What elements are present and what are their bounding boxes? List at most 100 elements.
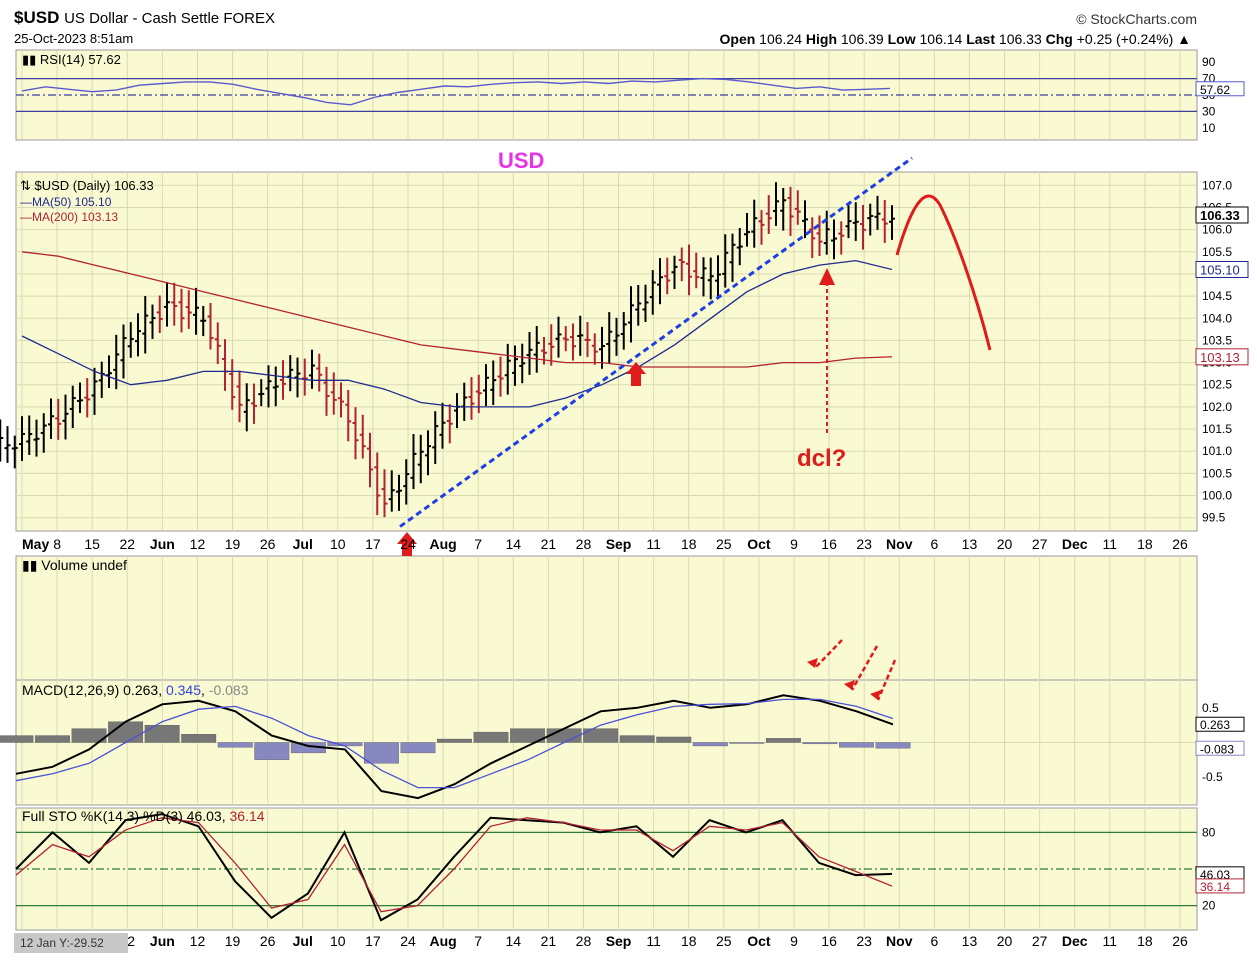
ohlc-bar [722, 234, 729, 288]
ohlc-bar [200, 305, 207, 337]
ohlc-bar [628, 286, 634, 343]
price-xtick: 18 [681, 536, 697, 552]
ohlc-bar [591, 333, 598, 365]
rsi-tick: 90 [1202, 55, 1216, 69]
ohlc-bar [889, 205, 895, 240]
ohlc-bar [809, 217, 816, 259]
price-xtick: 20 [997, 536, 1013, 552]
ohlc-bar [432, 411, 439, 465]
price-xtick: 14 [505, 536, 521, 552]
price-tick: 106.0 [1202, 223, 1232, 237]
sto-xtick: 12 [190, 933, 206, 949]
ohlc-bar [802, 200, 808, 239]
price-xtick: 8 [53, 536, 61, 552]
sto-xtick: Sep [606, 933, 632, 949]
macd-hist-bar [363, 742, 399, 764]
ohlc-bar [881, 199, 888, 243]
sto-xtick: 19 [225, 933, 241, 949]
macd-red-arrow [814, 639, 843, 669]
ma50-legend: —MA(50) 105.10 [20, 195, 112, 209]
price-xtick: 15 [84, 536, 100, 552]
sto-xtick: 9 [790, 933, 798, 949]
ohlc-bar [483, 364, 489, 406]
macd-line [15, 694, 894, 800]
macd-hist-bar [254, 742, 290, 761]
ma200-line [21, 251, 893, 368]
ohlc-bar [229, 359, 236, 410]
macd-red-arrow-head [870, 690, 881, 700]
price-xtick: May [22, 536, 49, 552]
ohlc-bar [446, 404, 453, 444]
ohlc-bar [562, 326, 569, 352]
ohlc-bar [323, 366, 330, 416]
ohlc-bar [642, 284, 649, 322]
macd-tick: -0.5 [1202, 770, 1223, 784]
ohlc-bar [367, 432, 373, 488]
ohlc-bar [823, 210, 830, 255]
ohlc-bar [468, 377, 475, 420]
ohlc-bar [657, 258, 663, 305]
sto-xtick: 11 [1103, 933, 1118, 949]
ohlc-bar [519, 343, 526, 384]
ohlc-bar [765, 195, 772, 234]
sto-xtick: 18 [681, 933, 697, 949]
sto-xtick: 6 [930, 933, 938, 949]
sto-xtick: 10 [330, 933, 346, 949]
macd-last-value: -0.083 [1200, 742, 1234, 756]
macd-red-arrow [850, 645, 879, 691]
ohlc-bar [512, 345, 518, 386]
symbol-title: $USD US Dollar - Cash Settle FOREX [14, 8, 275, 28]
ohlc-bar [135, 313, 141, 357]
ohlc-bar [48, 398, 54, 439]
price-xtick: 7 [474, 536, 482, 552]
sto-xtick: 11 [646, 933, 661, 949]
price-xtick: 21 [541, 536, 557, 552]
sto-tick: 80 [1202, 825, 1216, 839]
sto-xtick: 26 [260, 933, 276, 949]
rsi-tick: 30 [1202, 104, 1216, 118]
macd-hist-bar [217, 742, 253, 748]
ohlc-bar [555, 316, 562, 358]
sto-xtick: 17 [365, 933, 381, 949]
dcl-annotation: dcl? [797, 445, 846, 472]
price-tick: 99.5 [1202, 511, 1226, 525]
up-arrow-icon [626, 362, 646, 386]
usd-annotation: USD [498, 148, 544, 173]
sto-xtick: 13 [962, 933, 978, 949]
macd-red-arrow-head [844, 680, 855, 690]
price-tick: 100.5 [1202, 466, 1232, 480]
price-xtick: 16 [821, 536, 837, 552]
ohlc-bar [693, 252, 700, 289]
ohlc-bar [294, 357, 301, 398]
ohlc-bar [599, 326, 605, 369]
price-xtick: Sep [606, 536, 632, 552]
price-xtick: 11 [646, 536, 661, 552]
up-arrow-icon [397, 532, 417, 556]
ohlc-bar [258, 379, 265, 407]
ohlc-bar [700, 257, 707, 297]
macd-hist-bar [619, 735, 655, 743]
sto-k-line [15, 813, 893, 922]
ohlc-bar [773, 182, 779, 226]
ohlc-bar [620, 311, 627, 350]
price-xtick: 22 [119, 536, 135, 552]
sto-xtick: Jul [293, 933, 313, 949]
price-tick: 101.5 [1202, 422, 1232, 436]
ohlc-bar [185, 290, 192, 329]
ohlc-bar [439, 402, 446, 449]
ohlc-bar [193, 287, 199, 335]
stockcharts-logo: © StockCharts.com [1076, 11, 1197, 27]
panel-vol [15, 555, 1198, 681]
ohlc-bar [178, 288, 185, 333]
low-value: 106.14 [919, 31, 963, 47]
ohlc-bar [316, 353, 323, 392]
macd-hist-bar [692, 742, 728, 747]
ohlc-bar [751, 199, 758, 248]
price-tick: 102.5 [1202, 378, 1232, 392]
macd-hist-bar [144, 724, 180, 743]
macd-hist-bar [181, 734, 217, 743]
ohlc-bar [113, 334, 120, 390]
price-tick: 103.5 [1202, 333, 1232, 347]
ohlc-bar [490, 360, 497, 406]
